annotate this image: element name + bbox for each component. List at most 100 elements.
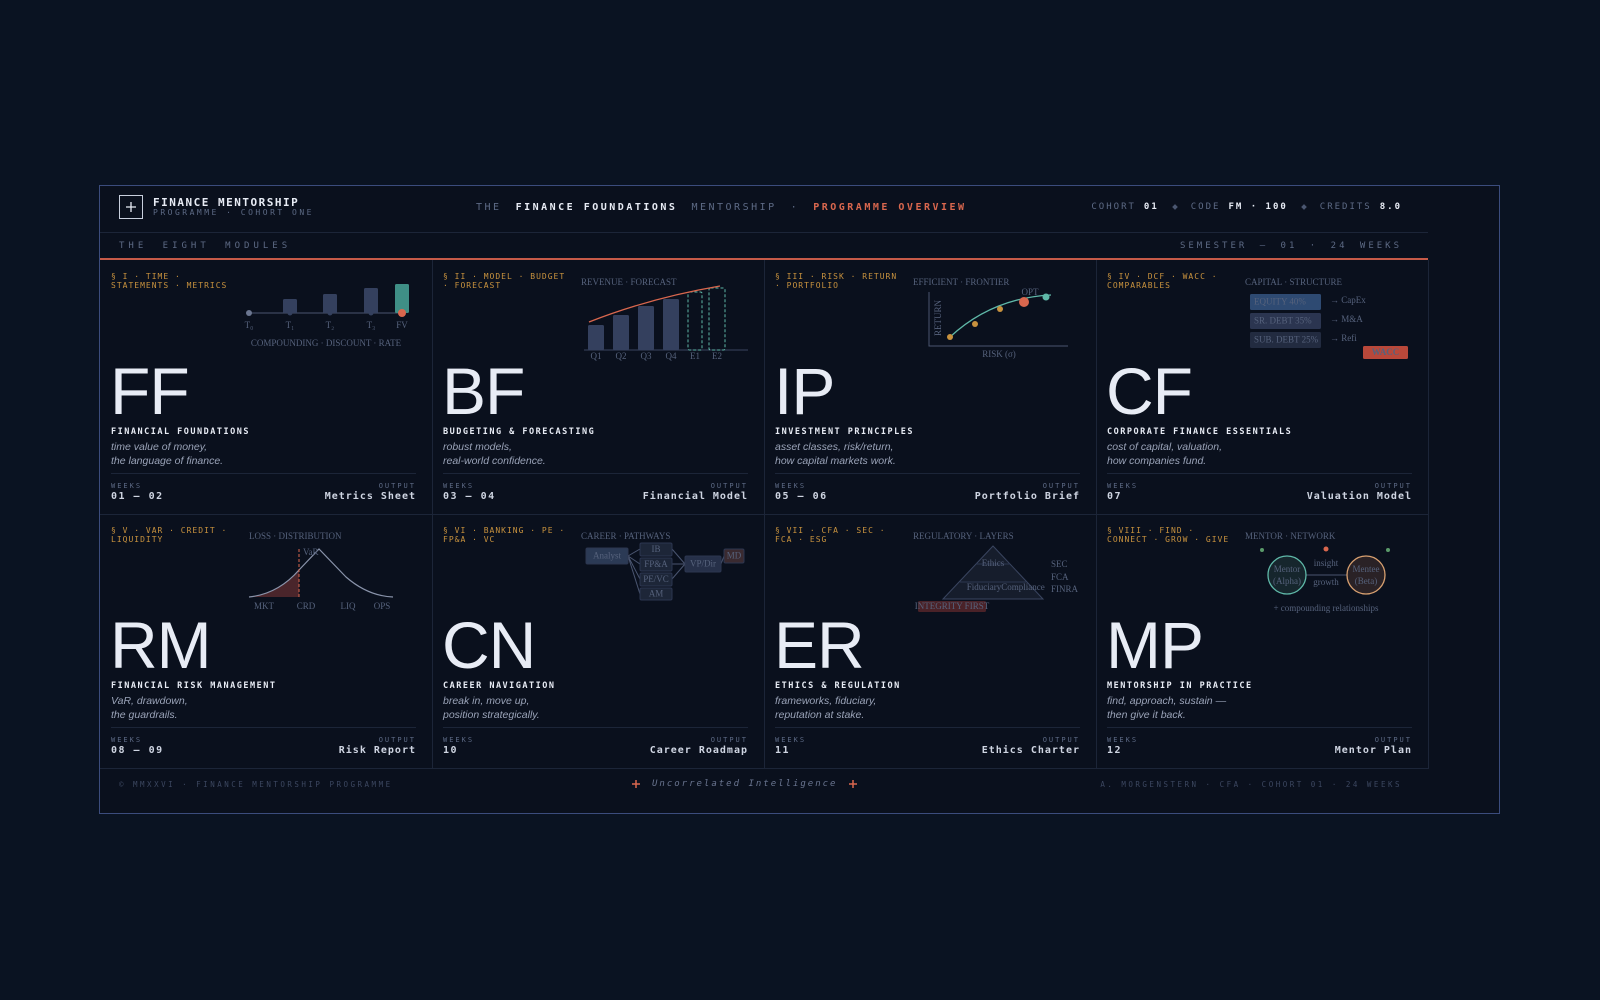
sketch-label: FP&A [644,559,668,569]
module-sketch: T₀ T₁ T₂ T₃ FV COMPOUNDING · DISCOUNT · RATE [245,284,409,348]
sketch-dot [327,310,333,316]
sketch-label: RISK (σ) [982,349,1016,359]
grid-line [100,768,1429,769]
sketch-box [1250,332,1321,348]
sketch-box [323,294,337,313]
sketch-label: LIQ [341,601,356,611]
sketch-label: SUB. DEBT 25% [1254,335,1319,345]
module-card: § II · MODEL · BUDGET · FORECAST REVENUE … [432,260,764,514]
sketch-line [588,285,721,323]
sketch-label: E2 [712,351,722,361]
module-card: § VII · CFA · SEC · FCA · ESG REGULATORY … [764,514,1096,768]
sketch-label: T₃ [367,320,376,330]
sketch-label: SR. DEBT 35% [1254,316,1312,326]
module-description: break in, move up, position strategically… [443,694,540,722]
sketch-label: growth [1313,577,1339,587]
output-label: OUTPUT [378,736,416,744]
sketch-label: OPS [374,601,391,611]
subheader-left: THE EIGHT MODULES [119,241,292,251]
module-description: time value of money, the language of fina… [111,440,223,468]
output-value: Valuation Model [1306,491,1412,502]
sketch-dot [1260,548,1264,552]
sketch-box [639,587,673,601]
sketch-label: LOSS · DISTRIBUTION [249,531,342,541]
sketch-label: PE/VC [643,574,669,584]
sketch-label: SEC [1051,559,1068,569]
sketch-box [613,315,629,350]
grid-line [100,514,1429,515]
sketch-label: Q1 [591,351,602,361]
sketch-box [638,306,654,350]
sketch-label: COMPOUNDING · DISCOUNT · RATE [251,338,402,348]
footer-right: A. MORGENSTERN · CFA · COHORT 01 · 24 WE… [1100,780,1402,789]
sketch-label: → Refi [1330,333,1357,343]
meta-diamond [1300,204,1307,210]
weeks-label: WEEKS [111,736,143,744]
module-name: ETHICS & REGULATION [775,681,901,691]
output-value: Ethics Charter [981,745,1080,756]
module-divider [775,727,1080,728]
sketch-box [684,555,722,573]
tagline-word: FINANCE FOUNDATIONS [515,202,678,213]
output-label: OUTPUT [1042,482,1080,490]
sketch-label: Analyst [593,551,621,561]
sketch-label: Fiduciary [967,582,1002,592]
sketch-label: FCA [1051,572,1069,582]
weeks-value: 01 — 02 [111,491,164,502]
header-rule [100,232,1428,233]
weeks-label: WEEKS [111,482,143,490]
sketch-label: REVENUE · FORECAST [581,277,677,287]
module-sketch: EFFICIENT · FRONTIER OPT RETURN RISK (σ) [913,277,1068,359]
module-section: § IV · DCF · WACC · COMPARABLES [1107,272,1218,290]
sketch-box [364,288,378,313]
description-line: break in, move up, [443,695,530,707]
subheader-right: SEMESTER — 01 · 24 WEEKS [1179,241,1402,251]
description-line: time value of money, [111,441,208,453]
tagline-word: THE [476,202,502,213]
module-section: § I · TIME · STATEMENTS · METRICS [111,272,228,290]
sketch-box [663,299,679,350]
sketch-dot [398,309,406,317]
description-line: then give it back. [1107,709,1186,721]
module-card: § III · RISK · RETURN · PORTFOLIO EFFICIE… [764,260,1096,514]
sketch-label: insight [1314,558,1339,568]
sketch-dot [246,310,252,316]
description-line: position strategically. [443,709,540,721]
output-value: Portfolio Brief [974,491,1080,502]
sketch-box [918,601,986,612]
description-line: how companies fund. [1107,455,1207,467]
sketch-dot [947,334,953,340]
tagline: THE FINANCE FOUNDATIONS MENTORSHIP · PROGRAM… [476,202,981,213]
module-section: § VII · CFA · SEC · FCA · ESG [775,526,886,544]
sketch-box [639,542,673,557]
cross [849,780,858,788]
sketch-label: → M&A [1330,314,1363,324]
description-line: robust models, [443,441,512,453]
module-card: § IV · DCF · WACC · COMPARABLES CAPITAL ·… [1096,260,1428,514]
module-sketch: CAREER · PATHWAYS Analyst IB FP&A PE/VC AM VP/… [581,531,745,601]
module-divider [1107,473,1412,474]
header-meta: COHORT 01 CODE FM · 100 CREDITS 8.0 [1091,202,1402,212]
module-sketch: CAPITAL · STRUCTURE EQUITY 40% → CapEx SR. … [1245,277,1408,359]
sketch-label: T₁ [286,320,295,330]
sketch-dot [997,306,1003,312]
weeks-label: WEEKS [775,736,807,744]
sketch-label: T₀ [245,320,254,330]
sketch-label: AM [649,589,664,599]
sketch-label: VaR [303,547,319,557]
description-line: cost of capital, valuation, [1107,441,1222,453]
sketch-label: Mentor [1274,564,1301,574]
logo-box [119,195,143,219]
module-sketch: LOSS · DISTRIBUTION VaR MKT CRD LIQ OPS [248,531,394,611]
brand-title: FINANCE MENTORSHIP [153,196,300,209]
sketch-label: Ethics [982,558,1005,568]
sketch-label: Q2 [616,351,627,361]
weeks-label: WEEKS [775,482,807,490]
sketch-box [639,557,673,572]
output-label: OUTPUT [1374,482,1412,490]
description-line: reputation at stake. [775,709,865,721]
weeks-value: 07 [1107,491,1123,502]
module-section: § VI · BANKING · PE · FP&A · VC [443,526,566,544]
sketch-label: MKT [254,601,275,611]
